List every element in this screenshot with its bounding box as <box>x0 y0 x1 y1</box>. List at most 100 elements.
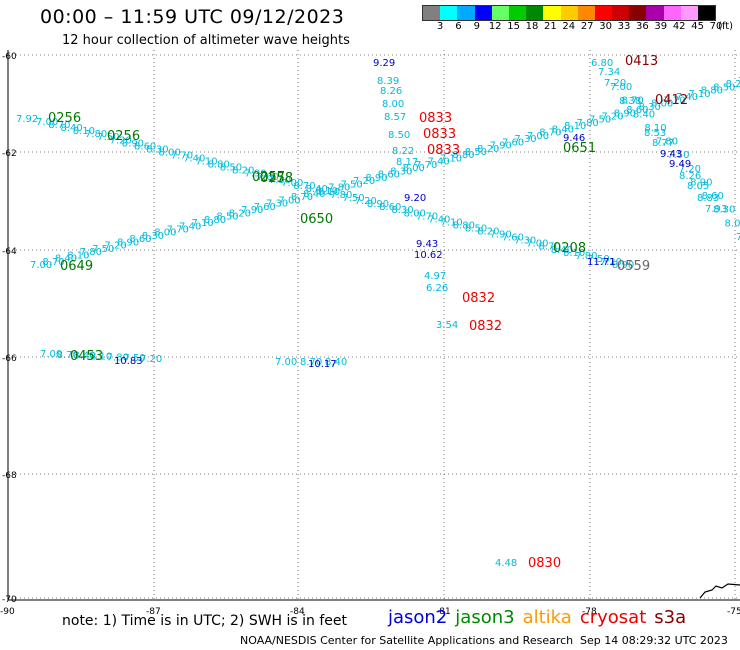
track-sample: 7.90 <box>489 230 511 241</box>
track-sample: 8.80 <box>204 215 226 226</box>
track-sample: 7.20 <box>679 164 701 175</box>
colorbar-swatch <box>698 6 716 20</box>
track-sample: 8.30 <box>142 231 164 242</box>
track-sample: 7.00 <box>526 239 548 250</box>
track-sample: 7.10 <box>688 89 710 100</box>
pass-time-marker: 0256 <box>107 129 140 144</box>
track-sample: 7.30 <box>514 134 536 145</box>
track-sample: 7.00 <box>40 349 62 360</box>
pass-time-marker: 0256 <box>48 111 81 126</box>
colorbar-label: 6 <box>455 21 462 32</box>
colorbar-swatch <box>577 6 595 20</box>
colorbar-swatch <box>646 6 664 20</box>
track-sample: 8.30 <box>146 144 168 155</box>
track-sample: 7.50 <box>587 254 609 265</box>
track-sample: 7.10 <box>440 153 462 164</box>
track-sample: 8.10 <box>67 250 89 261</box>
map-subtitle: 12 hour collection of altimeter wave hei… <box>62 33 350 48</box>
lat-label: -64 <box>2 247 17 257</box>
track-sample: 7.40 <box>427 157 449 168</box>
wave-height-value: 9.43 <box>660 149 682 160</box>
wave-height-value: 10.62 <box>414 250 443 261</box>
track-sample: 7.50 <box>342 193 364 204</box>
track-sample: 8.80 <box>453 220 475 231</box>
track-sample: 8.80 <box>208 160 230 171</box>
colorbar-label: 33 <box>617 21 631 32</box>
track-sample: 8.70 <box>57 350 79 361</box>
track-sample: 7.90 <box>738 76 740 87</box>
colorbar-label: 36 <box>636 21 649 32</box>
track-sample: 8.10 <box>316 186 338 197</box>
wave-height-value: 8.17 <box>396 157 418 168</box>
legend-s3a: s3a <box>654 607 687 628</box>
track-sample: 8.00 <box>403 163 425 174</box>
track-sample: 7.00 <box>30 260 52 271</box>
track-sample: 8.50 <box>216 212 238 223</box>
track-sample: 7.90 <box>490 141 512 152</box>
track-sample: 8.40 <box>551 245 573 256</box>
pass-time-marker: 0257 <box>252 170 285 185</box>
lat-label: -60 <box>2 52 17 62</box>
wave-height-value: 9.43 <box>416 239 438 250</box>
pass-time-marker: 0832 <box>469 319 502 334</box>
track-sample: 8.00 <box>159 147 181 158</box>
track-sample: 7.80 <box>328 183 350 194</box>
track-sample: 8.70 <box>293 181 315 192</box>
track-sample: 7.80 <box>107 352 129 363</box>
pass-time-marker: 0258 <box>260 171 293 186</box>
track-sample: 7.60 <box>254 202 276 213</box>
track-sample: 8.70 <box>48 120 70 131</box>
colorbar-swatch <box>440 6 458 20</box>
track-sample: 8.20 <box>229 208 251 219</box>
track-sample: 7.50 <box>92 244 114 255</box>
track-sample: 8.20 <box>477 227 499 238</box>
wave-height-value: 8.39 <box>377 76 399 87</box>
pass-time-marker: 0833 <box>419 111 452 126</box>
track-sample: 7.70 <box>415 160 437 171</box>
pass-time-marker: 0208 <box>553 241 586 256</box>
track-sample: 7.50 <box>667 150 689 161</box>
lon-label: -87 <box>146 607 161 617</box>
colorbar-swatch <box>474 6 492 20</box>
colorbar-swatch <box>612 6 630 20</box>
wave-height-value: 7.92 <box>16 114 38 125</box>
track-sample: 8.50 <box>713 82 735 93</box>
track-sample: 7.60 <box>257 172 279 183</box>
colorbar-swatch <box>491 6 509 20</box>
track-sample: 8.60 <box>379 202 401 213</box>
wave-height-value: 9.46 <box>563 133 585 144</box>
track-sample: 7.70 <box>736 232 740 243</box>
credit-text: NOAA/NESDIS Center for Satellite Applica… <box>240 634 574 647</box>
wave-height-value: 8.57 <box>384 112 406 123</box>
track-sample: 8.30 <box>390 166 412 177</box>
colorbar-swatch <box>663 6 681 20</box>
track-sample: 7.80 <box>330 190 352 201</box>
pass-time-marker: 0649 <box>60 259 93 274</box>
pass-time-marker: 0833 <box>423 127 456 142</box>
track-sample: 7.00 <box>281 178 303 189</box>
colorbar-label: 42 <box>672 21 686 32</box>
track-sample: 7.00 <box>36 117 58 128</box>
pass-time-marker: 0651 <box>563 141 596 156</box>
pass-time-marker: 0832 <box>462 291 495 306</box>
track-sample: 7.00 <box>527 131 549 142</box>
track-sample: 7.20 <box>601 112 623 123</box>
track-sample: 7.80 <box>656 137 678 148</box>
wave-height-value: 7.20 <box>604 78 626 89</box>
track-sample: 7.80 <box>80 247 102 258</box>
colorbar-swatch <box>543 6 561 20</box>
track-sample: 7.80 <box>577 118 599 129</box>
track-sample: 7.20 <box>105 241 127 252</box>
track-sample: 8.90 <box>690 177 712 188</box>
track-sample: 7.20 <box>110 135 132 146</box>
track-sample: 8.90 <box>365 173 387 184</box>
track-sample: 8.60 <box>378 170 400 181</box>
track-sample: 7.50 <box>341 179 363 190</box>
wave-height-value: 9.49 <box>669 159 691 170</box>
track-sample: 7.20 <box>140 354 162 365</box>
track-sample: 7.20 <box>355 196 377 207</box>
wave-height-value: 4.48 <box>495 558 517 569</box>
pass-time-marker: 0559 <box>617 259 650 274</box>
track-sample: 8.60 <box>134 141 156 152</box>
